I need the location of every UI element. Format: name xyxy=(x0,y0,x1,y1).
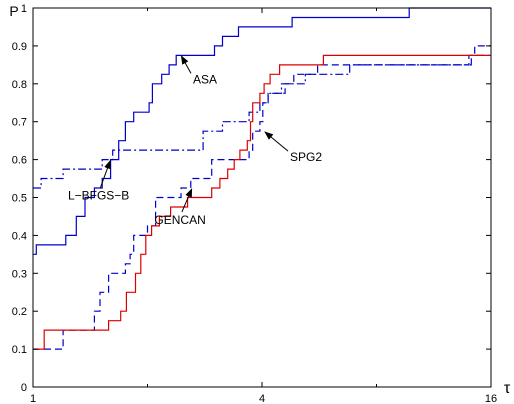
y-tick-label: 0.9 xyxy=(12,41,27,53)
annotation-label-gencan: GENCAN xyxy=(154,213,205,227)
series-line-l-bfgs-b xyxy=(33,54,491,189)
series-line-asa xyxy=(33,7,491,255)
y-tick-label: 0.1 xyxy=(12,344,27,356)
annotation-arrow-asa xyxy=(180,55,192,74)
y-tick-label: 0.5 xyxy=(12,193,27,205)
x-axis-label: τ xyxy=(504,380,511,397)
y-tick-label: 0.7 xyxy=(12,117,27,129)
annotation-label-spg2: SPG2 xyxy=(290,150,322,164)
series-line-gencan xyxy=(33,54,491,350)
y-tick-label: 0.3 xyxy=(12,268,27,280)
x-tick-label: 16 xyxy=(485,393,497,404)
annotation-arrow-gencan xyxy=(181,188,193,213)
series-line-spg2 xyxy=(33,45,491,350)
y-axis-label: P xyxy=(9,3,18,19)
annotation-label-asa: ASA xyxy=(193,72,217,86)
annotation-layer: ASA L−BFGS−B SPG2 GENCAN xyxy=(68,55,322,227)
y-tick-label: 0.2 xyxy=(12,306,27,318)
y-tick-label: 0.4 xyxy=(12,230,27,242)
plot-background xyxy=(33,8,491,387)
y-tick-label: 0.6 xyxy=(12,155,27,167)
axis-layer: 0 0.1 0.2 0.3 0.4 0.5 0.6 0.7 0.8 0.9 1 1 4 16 xyxy=(12,3,497,404)
y-tick-label: 0 xyxy=(21,382,27,394)
x-tick-label: 4 xyxy=(259,393,265,404)
y-tick-label: 1 xyxy=(21,3,27,15)
y-tick-label: 0.8 xyxy=(12,79,27,91)
x-tick-label: 1 xyxy=(30,393,36,404)
annotation-arrow-spg2 xyxy=(264,131,289,152)
annotation-label-l-bfgs-b: L−BFGS−B xyxy=(68,189,129,203)
annotation-arrow-l-bfgs-b xyxy=(99,159,111,188)
series-layer xyxy=(33,7,491,350)
